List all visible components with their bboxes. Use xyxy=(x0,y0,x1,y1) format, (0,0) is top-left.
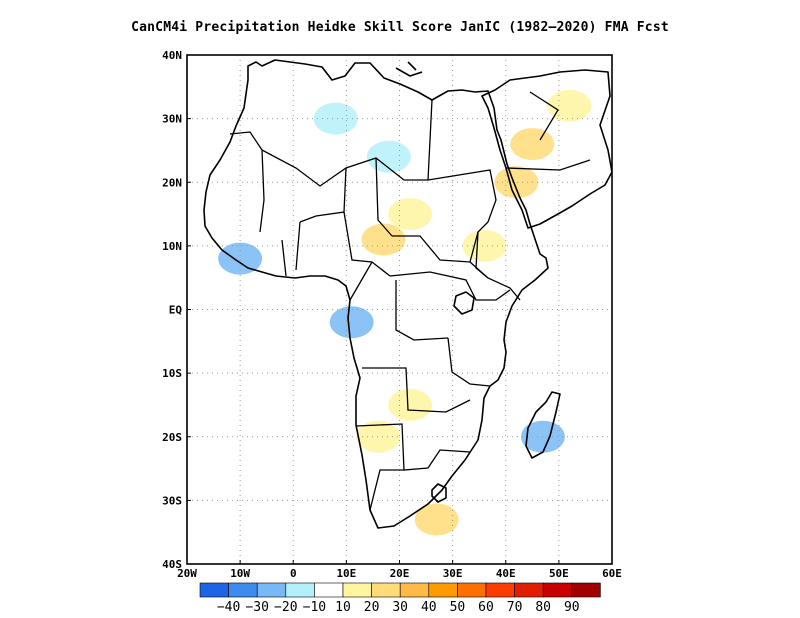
colorbar-label: −40 xyxy=(217,600,240,615)
colorbar-swatch xyxy=(314,582,344,598)
skill-blob xyxy=(462,229,507,262)
latitude-tick-labels: 40N 30N 20N 10N EQ 10S 20S 30S 40S xyxy=(162,49,191,571)
lat-tick-label: 10N xyxy=(162,240,182,253)
madagascar-coastline xyxy=(525,391,561,459)
colorbar-swatch xyxy=(371,582,401,598)
skill-blob xyxy=(356,420,401,453)
colorbar-label: 80 xyxy=(535,600,551,615)
chart-title: CanCM4i Precipitation Heidke Skill Score… xyxy=(131,20,669,35)
colorbar-swatch xyxy=(399,582,430,598)
mediterranean-islands xyxy=(395,61,423,77)
skill-blob xyxy=(361,223,406,256)
lon-tick-label: 20E xyxy=(390,567,410,580)
skill-blob xyxy=(388,388,433,421)
lat-tick-label: EQ xyxy=(169,304,183,317)
colorbar-swatch xyxy=(199,582,229,598)
colorbar-label: 70 xyxy=(507,600,523,615)
lon-tick-label: 60E xyxy=(602,567,622,580)
colorbar-swatch xyxy=(428,582,458,598)
skill-blob xyxy=(366,140,411,173)
skill-blob xyxy=(218,242,263,275)
colorbar-label: 60 xyxy=(478,600,494,615)
lesotho-border xyxy=(431,483,447,503)
lon-tick-label: 40E xyxy=(496,567,516,580)
plot-frame xyxy=(186,54,613,565)
colorbar-label: 30 xyxy=(392,600,408,615)
lake-victoria xyxy=(453,291,475,315)
skill-blob xyxy=(329,306,374,339)
colorbar-swatch xyxy=(457,582,487,598)
skill-blob xyxy=(388,198,433,231)
country-borders xyxy=(229,91,591,511)
lon-tick-label: 20W xyxy=(177,567,197,580)
skill-blob xyxy=(510,128,555,161)
coastlines-and-borders xyxy=(203,59,612,529)
gridlines xyxy=(187,55,612,564)
colorbar-swatch xyxy=(542,582,573,598)
lon-tick-label: 10W xyxy=(230,567,250,580)
colorbar-swatch xyxy=(485,582,515,598)
colorbar-label: −30 xyxy=(245,600,268,615)
longitude-tick-labels: 20W 10W 0 10E 20E 30E 40E 50E 60E xyxy=(177,560,622,580)
africa-coastline xyxy=(203,59,549,529)
colorbar-label: 90 xyxy=(564,600,580,615)
lat-tick-label: 30N xyxy=(162,113,182,126)
skill-blob xyxy=(414,503,459,536)
skill-blob xyxy=(494,166,539,199)
lon-tick-label: 10E xyxy=(336,567,356,580)
skill-blob xyxy=(547,89,592,122)
lat-tick-label: 30S xyxy=(162,494,182,507)
colorbar-swatch xyxy=(285,582,315,598)
colorbar-swatch xyxy=(256,582,287,598)
lat-tick-label: 10S xyxy=(162,367,182,380)
colorbar-swatch xyxy=(571,582,601,598)
lat-tick-label: 20N xyxy=(162,176,182,189)
lon-tick-label: 30E xyxy=(443,567,463,580)
colorbar-label: 40 xyxy=(421,600,437,615)
lon-tick-label: 50E xyxy=(549,567,569,580)
arabia-coastline xyxy=(481,69,612,229)
lat-tick-label: 40N xyxy=(162,49,182,62)
lat-tick-label: 20S xyxy=(162,431,182,444)
colorbar xyxy=(199,582,601,598)
lon-tick-label: 0 xyxy=(290,567,297,580)
lat-tick-label: 40S xyxy=(162,558,182,571)
colorbar-swatch xyxy=(228,582,258,598)
colorbar-label: −10 xyxy=(303,600,326,615)
colorbar-labels: −40 −30 −20 −10 10 20 30 40 50 60 70 80 90 xyxy=(217,600,580,615)
colorbar-label: 10 xyxy=(335,600,351,615)
colorbar-label: −20 xyxy=(274,600,297,615)
colorbar-swatch xyxy=(342,582,372,598)
colorbar-label: 50 xyxy=(450,600,466,615)
colorbar-swatch xyxy=(514,582,544,598)
skill-blob xyxy=(313,102,358,135)
colorbar-label: 20 xyxy=(364,600,380,615)
